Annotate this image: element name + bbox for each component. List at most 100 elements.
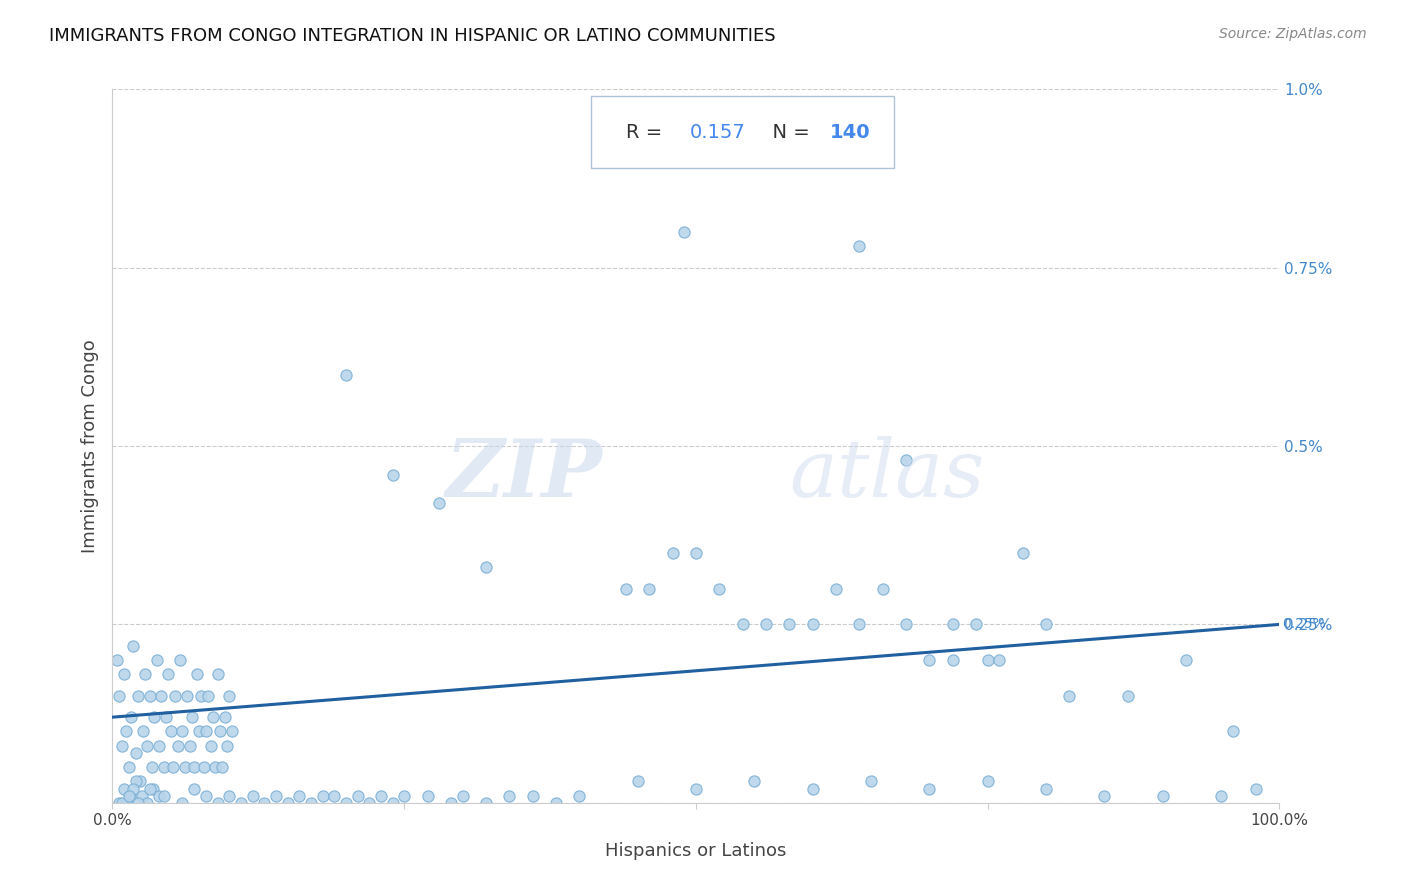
Text: 0.25%: 0.25% [1282,617,1326,632]
Point [498,789,520,803]
Point [1059,689,1081,703]
Point [253,796,276,810]
Point [427,496,450,510]
Point [731,617,754,632]
Point [872,582,894,596]
Point [122,781,145,796]
Point [918,781,941,796]
Point [218,689,240,703]
Point [1011,546,1033,560]
Point [1035,781,1057,796]
Point [381,796,404,810]
Point [108,689,131,703]
Point [120,710,142,724]
Point [335,368,357,382]
X-axis label: Hispanics or Latinos: Hispanics or Latinos [605,842,787,860]
Point [190,689,212,703]
Point [709,582,731,596]
Point [965,617,987,632]
Point [207,667,229,681]
Point [221,724,243,739]
Point [942,617,965,632]
Point [1222,724,1244,739]
Point [568,789,591,803]
Point [522,789,544,803]
Point [141,760,163,774]
Point [942,653,965,667]
Point [1209,789,1232,803]
Point [311,789,333,803]
Point [1094,789,1116,803]
Text: N =: N = [761,122,815,142]
Point [1116,689,1139,703]
Point [112,667,135,681]
Point [115,724,138,739]
Point [661,546,683,560]
Point [346,789,368,803]
Point [186,667,208,681]
Point [169,653,191,667]
Point [194,789,217,803]
Point [139,689,162,703]
Point [323,789,346,803]
Point [918,653,941,667]
Point [108,796,131,810]
Point [111,796,134,810]
Text: IMMIGRANTS FROM CONGO INTEGRATION IN HISPANIC OR LATINO COMMUNITIES: IMMIGRANTS FROM CONGO INTEGRATION IN HIS… [49,27,776,45]
Point [148,739,170,753]
Point [146,653,169,667]
Point [976,774,998,789]
Point [160,724,183,739]
Point [299,796,322,810]
Point [215,739,238,753]
Point [976,653,998,667]
FancyBboxPatch shape [591,96,894,168]
Point [778,617,800,632]
Point [744,774,766,789]
Text: 0.157: 0.157 [690,122,747,142]
Point [200,739,222,753]
Point [627,774,650,789]
Point [204,760,226,774]
Point [118,760,141,774]
Point [359,796,381,810]
Point [127,689,149,703]
Point [122,639,145,653]
Text: atlas: atlas [789,436,984,513]
Point [650,153,672,168]
Point [211,760,233,774]
Point [129,774,152,789]
Point [111,739,134,753]
Point [172,724,194,739]
Point [475,796,498,810]
Point [242,789,264,803]
Point [180,710,202,724]
Point [848,617,870,632]
Point [183,781,205,796]
Y-axis label: Immigrants from Congo: Immigrants from Congo [80,339,98,553]
Point [860,774,883,789]
Point [685,781,707,796]
Point [475,560,498,574]
Text: R =: R = [626,122,668,142]
Point [179,739,201,753]
Point [208,724,231,739]
Point [894,453,917,467]
Point [673,225,696,239]
Point [825,582,848,596]
Point [155,710,177,724]
Point [218,789,240,803]
Point [1175,653,1198,667]
Point [142,781,165,796]
Point [370,789,392,803]
Point [173,760,195,774]
Point [132,724,155,739]
Point [105,653,128,667]
Point [544,796,567,810]
Point [848,239,870,253]
Point [381,467,404,482]
Point [134,667,156,681]
Point [136,739,159,753]
Point [150,689,173,703]
Point [685,546,707,560]
